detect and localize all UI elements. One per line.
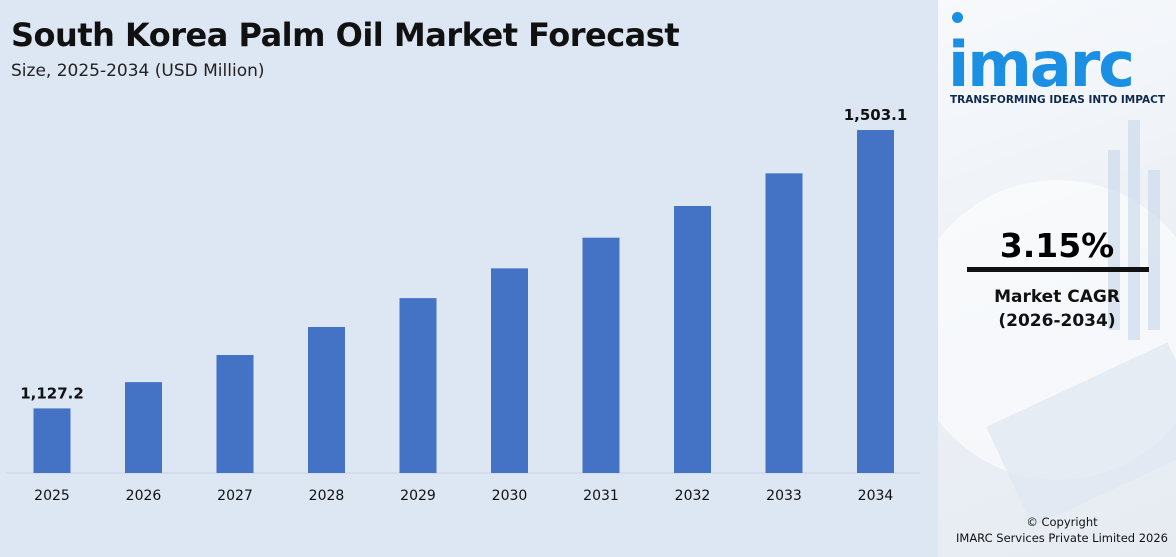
bar-2032 — [674, 205, 711, 473]
cagr-label: Market CAGR (2026-2034) — [938, 285, 1176, 333]
cagr-divider — [967, 267, 1149, 272]
bar-2033 — [765, 173, 803, 473]
data-labels: 1,127.2 1,503.1 — [20, 106, 907, 402]
background-decoration — [938, 120, 1176, 527]
x-tick-label-2029: 2029 — [400, 488, 436, 504]
bar-2029 — [399, 298, 437, 473]
copyright-line2: IMARC Services Private Limited 2026 — [956, 531, 1168, 545]
bar-2031 — [582, 237, 620, 473]
copyright-notice: © Copyright IMARC Services Private Limit… — [938, 514, 1176, 546]
bar-2027 — [216, 355, 254, 473]
chart-subtitle: Size, 2025-2034 (USD Million) — [11, 61, 265, 81]
x-tick-label-2034: 2034 — [858, 488, 894, 504]
bar-2026 — [125, 382, 162, 473]
x-tick-label-2032: 2032 — [675, 488, 711, 504]
side-panel: imarc TRANSFORMING IDEAS INTO IMPACT 3.1… — [938, 0, 1176, 557]
logo-dot-icon — [952, 12, 963, 23]
x-tick-label-2025: 2025 — [34, 488, 70, 504]
bar-2025 — [33, 408, 71, 473]
x-tick-label-2033: 2033 — [766, 488, 802, 504]
bars-group — [33, 130, 894, 473]
bar-2028 — [308, 327, 345, 473]
x-tick-labels: 2025 2026 2027 2028 2029 2030 2031 2032 2033 2034 — [34, 488, 893, 504]
cagr-label-line2: (2026-2034) — [998, 311, 1116, 331]
data-label-2025: 1,127.2 — [20, 384, 84, 402]
x-tick-label-2031: 2031 — [583, 488, 619, 504]
bar-chart: 2025 2026 2027 2028 2029 2030 2031 2032 2033 2034… — [6, 106, 920, 504]
data-label-2034: 1,503.1 — [844, 106, 908, 124]
chart-panel: South Korea Palm Oil Market Forecast Siz… — [6, 16, 920, 504]
chart-title: South Korea Palm Oil Market Forecast — [11, 16, 680, 54]
logo-text: imarc — [948, 28, 1135, 101]
cagr-value: 3.15% — [999, 226, 1115, 265]
x-tick-label-2026: 2026 — [126, 488, 162, 504]
cagr-label-line1: Market CAGR — [994, 287, 1120, 307]
bar-2034 — [857, 130, 894, 473]
x-tick-label-2028: 2028 — [309, 488, 345, 504]
x-tick-label-2027: 2027 — [217, 488, 253, 504]
bar-2030 — [491, 268, 528, 473]
brand-tagline: TRANSFORMING IDEAS INTO IMPACT — [950, 94, 1165, 106]
x-tick-label-2030: 2030 — [492, 488, 528, 504]
copyright-line1: © Copyright — [1026, 515, 1098, 529]
imarc-logo: imarc — [948, 12, 1174, 96]
